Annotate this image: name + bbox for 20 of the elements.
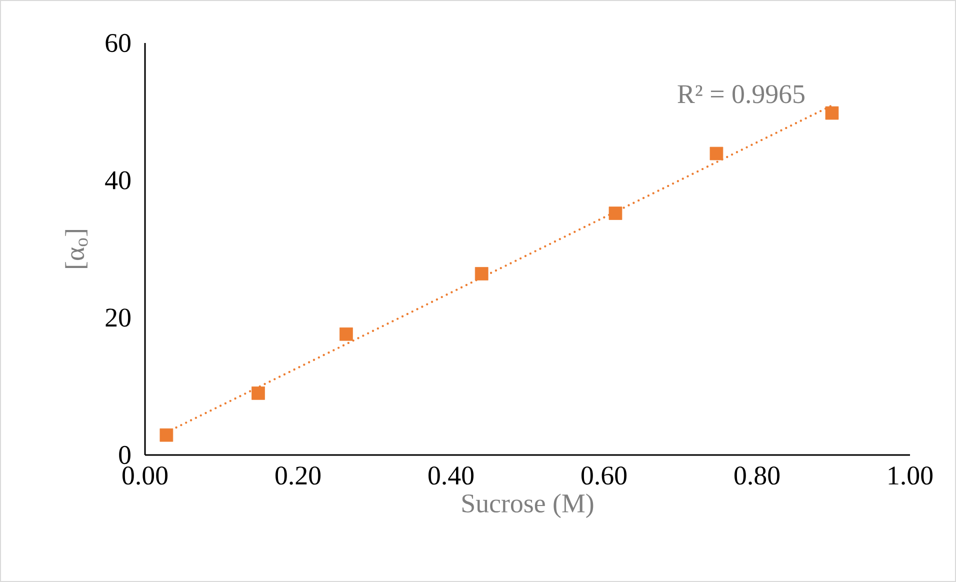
- y-tick-label: 60: [106, 34, 130, 52]
- point: [608, 206, 622, 220]
- x-axis-title: Sucrose (M): [462, 494, 594, 518]
- y-axis-title: [α$_{o}$]: [65, 230, 88, 268]
- y-tick-label: 20: [106, 308, 130, 327]
- point: [160, 428, 174, 442]
- x-tick-label: 0.20: [276, 466, 321, 485]
- y-tick-label: 40: [105, 171, 130, 190]
- point: [474, 267, 488, 280]
- y-tick-label: 0: [119, 446, 130, 464]
- annotation: R² = 0.9965: [678, 85, 804, 104]
- x-tick-label: 0.80: [734, 466, 780, 485]
- point: [710, 146, 724, 160]
- x-tick-label: 1.00: [888, 466, 933, 485]
- x-tick-label: 0.40: [428, 466, 474, 485]
- point: [252, 386, 265, 400]
- point: [340, 327, 353, 341]
- x-tick-label: 0.00: [122, 466, 168, 485]
- x-tick-label: 0.60: [582, 466, 627, 485]
- point: [825, 106, 839, 120]
